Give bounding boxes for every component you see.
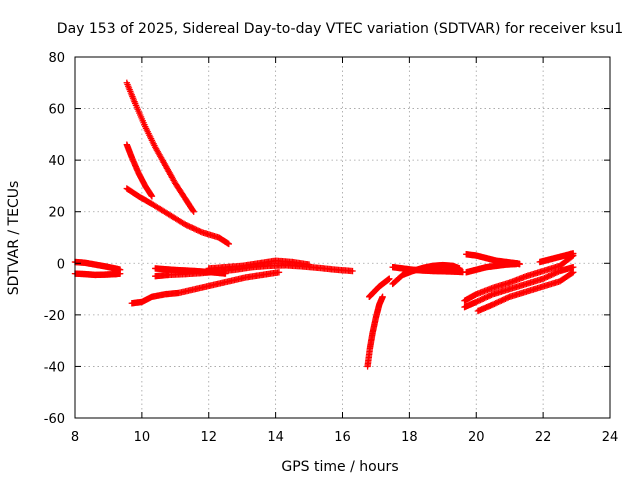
y-tick-label: 80 xyxy=(48,51,65,66)
series-arc-08 xyxy=(152,265,229,277)
data-point xyxy=(570,250,577,257)
data-point xyxy=(305,261,313,268)
chart-title: Day 153 of 2025, Sidereal Day-to-day VTE… xyxy=(57,21,623,37)
data-point xyxy=(513,260,520,268)
data-point xyxy=(222,270,229,277)
x-tick-label: 8 xyxy=(71,430,79,445)
series-arc-10 xyxy=(364,293,386,370)
y-tick-label: 20 xyxy=(48,206,65,221)
y-tick-label: -40 xyxy=(44,360,65,375)
x-tick-label: 24 xyxy=(602,430,619,445)
data-point xyxy=(225,240,233,248)
series-arc-06 xyxy=(128,269,283,307)
data-point xyxy=(189,207,197,214)
series-arc-09 xyxy=(205,257,313,272)
y-tick-label: 60 xyxy=(48,103,65,118)
y-tick-label: -20 xyxy=(44,309,65,324)
series-arc-04 xyxy=(123,141,156,200)
x-tick-label: 20 xyxy=(468,430,485,445)
x-tick-label: 18 xyxy=(401,430,418,445)
series-arc-15 xyxy=(463,260,520,276)
y-axis-title: SDTVAR / TECUs xyxy=(6,181,22,296)
series-arc-18 xyxy=(474,269,577,315)
x-tick-label: 16 xyxy=(334,430,351,445)
x-tick-label: 22 xyxy=(535,430,552,445)
series-arc-19 xyxy=(536,250,577,266)
data-point xyxy=(116,270,124,277)
series-arc-05 xyxy=(123,185,233,248)
data-point xyxy=(275,269,283,276)
axis-ticks: 8 10 12 14 16 18 20 22 24 -60 -40 -20 0 20 40 60 80 xyxy=(44,51,619,445)
data-points xyxy=(71,79,577,370)
x-axis-title: GPS time / hours xyxy=(281,459,398,475)
data-point xyxy=(349,267,356,275)
series-arc-17 xyxy=(461,263,577,311)
series-arc-03 xyxy=(123,79,197,215)
y-tick-label: 40 xyxy=(48,154,65,169)
series-arc-13 xyxy=(389,263,467,276)
data-point xyxy=(379,293,386,301)
x-tick-label: 10 xyxy=(134,430,151,445)
series-arc-11 xyxy=(366,275,393,301)
grid xyxy=(75,57,610,418)
data-point xyxy=(190,208,197,215)
y-tick-label: 0 xyxy=(57,257,65,272)
x-tick-label: 12 xyxy=(200,430,217,445)
x-tick-label: 14 xyxy=(267,430,284,445)
data-point xyxy=(568,269,576,277)
y-tick-label: -60 xyxy=(44,412,65,427)
data-point xyxy=(570,269,577,276)
series-arc-02 xyxy=(71,270,124,279)
data-point xyxy=(148,193,156,200)
series-arc-01 xyxy=(71,258,124,273)
data-point xyxy=(386,275,393,282)
